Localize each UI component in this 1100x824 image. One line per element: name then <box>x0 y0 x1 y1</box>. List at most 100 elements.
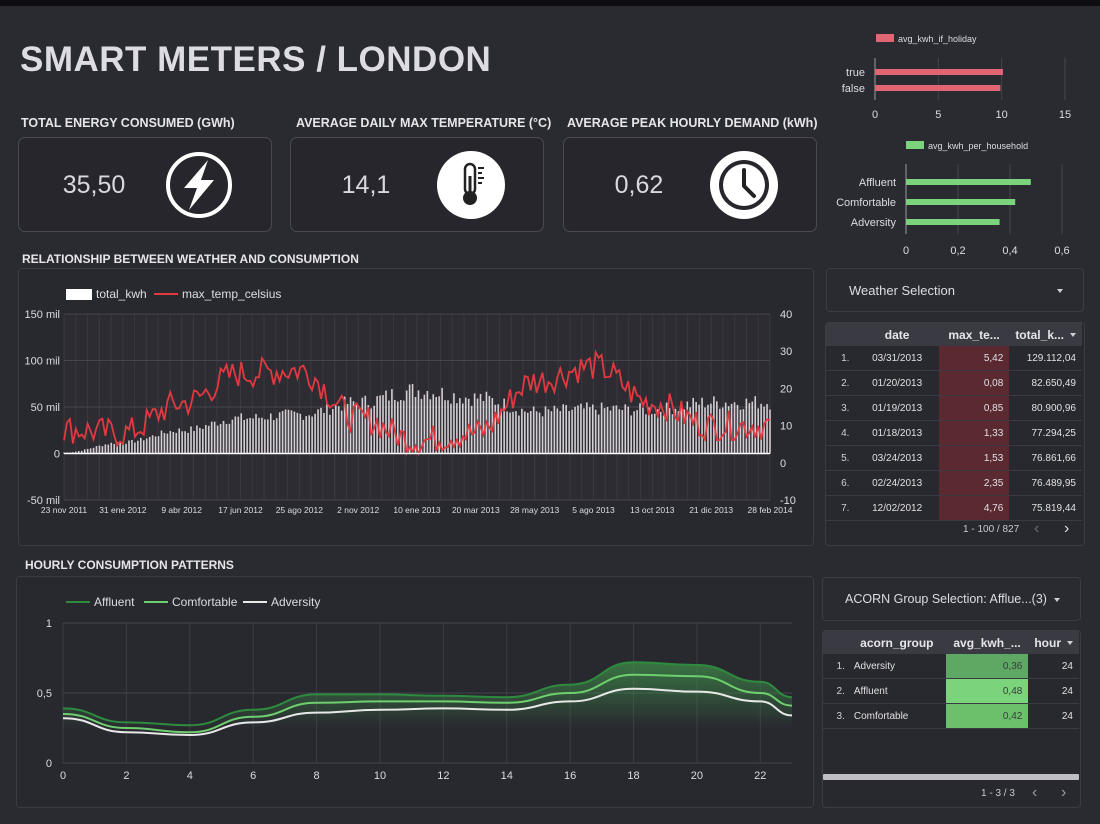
temp-cell: 5,42 <box>938 346 1010 371</box>
top-bar <box>0 0 1100 6</box>
date-cell: 01/19/2013 <box>855 395 939 421</box>
legend-affluent[interactable]: Affluent <box>66 595 134 609</box>
x-tick-label: 25 ago 2012 <box>276 505 324 515</box>
legend-swatch <box>906 141 924 149</box>
acorn-col-hour-label: hour <box>1034 635 1061 650</box>
table-row[interactable]: 2. Affluent 0,48 24 <box>823 678 1079 704</box>
bar <box>875 69 1003 75</box>
table-row[interactable]: 3. 01/19/2013 0,85 80.900,96 <box>826 395 1082 421</box>
weather-col-date[interactable]: date <box>855 323 939 346</box>
legend-label: avg_kwh_per_household <box>928 141 1028 151</box>
date-cell: 03/24/2013 <box>855 445 939 471</box>
x-tick-label: 20 <box>691 770 703 782</box>
legend-adversity[interactable]: Adversity <box>243 595 320 609</box>
legend-label: avg_kwh_if_holiday <box>898 34 977 44</box>
kwh-cell: 129.112,04 <box>1009 346 1082 371</box>
kpi-energy-value: 35,50 <box>62 171 126 199</box>
bar <box>906 179 1031 185</box>
hourly-section-title: HOURLY CONSUMPTION PATTERNS <box>25 558 234 572</box>
acorn-col-group[interactable]: acorn_group <box>847 631 946 654</box>
kpi-demand-label: AVERAGE PEAK HOURLY DEMAND (kWh) <box>567 116 818 130</box>
lightning-icon <box>166 152 232 218</box>
table-row[interactable]: 1. Adversity 0,36 24 <box>823 654 1079 679</box>
prev-page-icon[interactable]: ‹ <box>1032 784 1038 801</box>
row-index-cell: 5. <box>826 445 856 471</box>
thermometer-icon <box>437 151 505 219</box>
x-tick-label: 31 ene 2012 <box>99 505 147 515</box>
y-right-tick-label: 10 <box>780 421 792 433</box>
bar <box>875 85 1001 91</box>
weather-selection-dropdown[interactable]: Weather Selection <box>826 268 1084 312</box>
x-tick-label: 17 jun 2012 <box>218 505 263 515</box>
legend-comfortable[interactable]: Comfortable <box>144 595 237 609</box>
acorn-col-avg[interactable]: avg_kwh_... <box>945 631 1029 654</box>
kpi-temp-value: 14,1 <box>341 171 391 199</box>
y-left-tick-label: 50 mil <box>31 402 60 414</box>
legend-max-temp-swatch <box>154 293 178 295</box>
date-cell: 01/18/2013 <box>855 420 939 446</box>
acorn-group-label: ACORN Group Selection: Afflue...(3) <box>845 592 1047 606</box>
row-index-cell: 4. <box>826 420 856 446</box>
y-category-label: true <box>846 67 865 79</box>
acorn-group-dropdown[interactable]: ACORN Group Selection: Afflue...(3) <box>822 577 1081 621</box>
avg-kwh-cell: 0,42 <box>945 703 1029 729</box>
horizontal-scrollbar[interactable] <box>823 774 1079 780</box>
prev-page-icon[interactable]: ‹ <box>1034 520 1040 537</box>
x-tick-label: 10 <box>996 109 1008 121</box>
avg-kwh-cell: 0,48 <box>945 678 1029 704</box>
x-tick-label: 10 ene 2013 <box>393 505 441 515</box>
table-row[interactable]: 6. 02/24/2013 2,35 76.489,95 <box>826 470 1082 496</box>
x-tick-label: 0,6 <box>1054 245 1069 257</box>
next-page-icon[interactable]: › <box>1064 520 1070 537</box>
row-index-cell: 2. <box>823 678 848 704</box>
x-tick-label: 0 <box>903 245 909 257</box>
bar <box>906 199 1016 205</box>
table-row[interactable]: 7. 12/02/2012 4,76 75.819,44 <box>826 495 1082 521</box>
x-tick-label: 21 dic 2013 <box>689 505 733 515</box>
weather-selection-label: Weather Selection <box>849 283 955 298</box>
legend-comfortable-label: Comfortable <box>172 595 238 609</box>
kwh-cell: 76.489,95 <box>1009 470 1082 496</box>
acorn-col-hour[interactable]: hour <box>1028 631 1079 654</box>
series-line-comfortable <box>62 673 793 734</box>
legend-max-temp[interactable]: max_temp_celsius <box>154 287 281 301</box>
y-left-tick-label: 100 mil <box>25 356 60 368</box>
hour-cell: 24 <box>1028 678 1079 704</box>
temp-cell: 2,35 <box>938 470 1010 496</box>
table-row[interactable]: 2. 01/20/2013 0,08 82.650,49 <box>826 370 1082 396</box>
sort-desc-icon <box>1067 641 1073 646</box>
legend-total-kwh[interactable]: total_kwh <box>66 287 147 301</box>
weather-col-temp[interactable]: max_te... <box>938 323 1010 346</box>
temp-cell: 0,08 <box>938 370 1010 396</box>
acorn-group-cell: Affluent <box>847 678 946 704</box>
table-row[interactable]: 5. 03/24/2013 1,53 76.861,66 <box>826 445 1082 471</box>
x-tick-label: 14 <box>501 770 513 782</box>
row-index-cell: 1. <box>823 654 848 679</box>
series-line-affluent <box>62 661 793 727</box>
kwh-cell: 77.294,25 <box>1009 420 1082 446</box>
kpi-energy-card: 35,50 <box>18 137 272 232</box>
table-row[interactable]: 3. Comfortable 0,42 24 <box>823 703 1079 729</box>
date-cell: 01/20/2013 <box>855 370 939 396</box>
row-index-cell: 3. <box>823 703 848 729</box>
y-left-tick-label: 150 mil <box>25 309 60 321</box>
acorn-col-index <box>823 631 848 654</box>
chevron-down-icon <box>1054 598 1060 602</box>
x-tick-label: 9 abr 2012 <box>161 505 202 515</box>
table-row[interactable]: 1. 03/31/2013 5,42 129.112,04 <box>826 346 1082 371</box>
row-index-cell: 2. <box>826 370 856 396</box>
next-page-icon[interactable]: › <box>1061 784 1067 801</box>
hour-cell: 24 <box>1028 703 1079 729</box>
y-tick-label: 1 <box>46 618 52 630</box>
acorn-table-pager: 1 - 3 / 3 <box>981 788 1015 799</box>
x-tick-label: 5 <box>935 109 941 121</box>
weather-col-kwh-label: total_k... <box>1015 327 1064 342</box>
legend-adversity-label: Adversity <box>271 595 321 609</box>
y-left-tick-label: -50 mil <box>27 495 60 507</box>
avg-kwh-cell: 0,36 <box>945 654 1029 679</box>
table-row[interactable]: 4. 01/18/2013 1,33 77.294,25 <box>826 420 1082 446</box>
x-tick-label: 28 may 2013 <box>510 505 559 515</box>
date-cell: 03/31/2013 <box>855 346 939 371</box>
weather-col-kwh[interactable]: total_k... <box>1009 323 1082 346</box>
legend-adversity-swatch <box>243 601 267 603</box>
